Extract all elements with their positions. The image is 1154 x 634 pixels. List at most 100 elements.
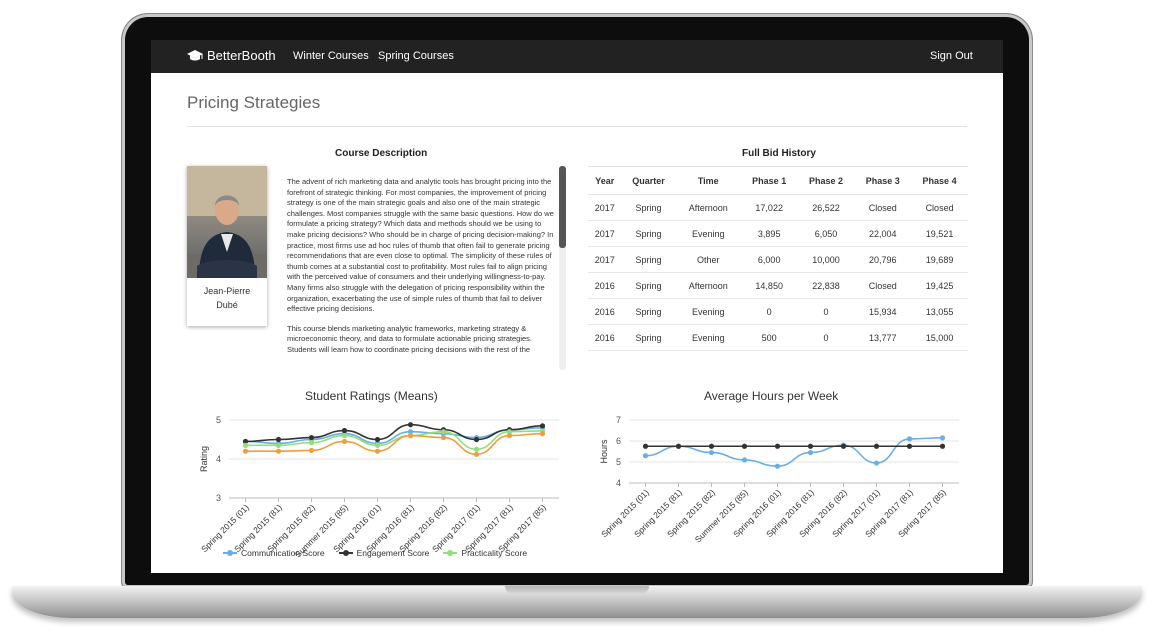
data-point — [906, 443, 913, 449]
description-scrollbar[interactable] — [559, 166, 566, 370]
y-tick-label: 6 — [616, 436, 621, 446]
data-point — [506, 433, 513, 439]
data-point — [807, 449, 814, 456]
table-cell: Spring — [621, 246, 676, 273]
table-row: 2017 Spring Afternoon 17,022 26,522 Clos… — [588, 194, 968, 221]
instructor-photo — [187, 166, 267, 278]
instructor-card[interactable]: Jean-Pierre Dubé — [187, 166, 267, 326]
header-phase-4: Phase 4 — [911, 166, 968, 195]
page-title: Pricing Strategies — [187, 93, 321, 112]
y-tick-label: 4 — [216, 454, 221, 464]
data-point — [407, 433, 414, 439]
table-cell: 2017 — [588, 246, 622, 273]
nav-spring-courses[interactable]: Spring Courses — [378, 50, 454, 62]
table-cell: Closed — [911, 194, 968, 221]
data-point — [341, 433, 348, 439]
table-cell: 17,022 — [740, 194, 798, 221]
table-cell: Closed — [854, 194, 912, 221]
table-cell: Afternoon — [675, 194, 741, 221]
data-point — [873, 443, 880, 449]
data-point — [341, 427, 348, 434]
table-cell: 2016 — [588, 272, 622, 299]
legend-label-engagement: Engagement Score — [356, 548, 430, 558]
table-cell: 6,050 — [797, 220, 855, 247]
data-point — [440, 434, 447, 441]
instructor-last-name: Dubé — [216, 300, 238, 310]
data-point — [939, 435, 946, 441]
legend-item-practicality[interactable]: Practicality Score — [443, 548, 527, 558]
description-paragraph-1: The advent of rich marketing data and an… — [287, 177, 554, 314]
table-cell: 20,796 — [854, 246, 912, 273]
laptop-screen: BetterBooth Winter Courses Spring Course… — [151, 40, 1003, 573]
y-tick-label: 7 — [616, 415, 621, 425]
header-phase-1: Phase 1 — [740, 166, 798, 195]
laptop-notch — [505, 586, 649, 594]
table-cell: 2016 — [588, 298, 622, 325]
data-point — [741, 457, 748, 463]
table-cell: 22,838 — [797, 272, 855, 299]
description-paragraph-2: This course blends marketing analytic fr… — [287, 323, 532, 354]
data-point — [708, 449, 715, 456]
data-point — [807, 443, 814, 449]
data-point — [275, 448, 282, 454]
table-cell: Evening — [675, 220, 741, 247]
data-point — [473, 451, 480, 457]
data-point — [539, 431, 546, 437]
legend-item-communication[interactable]: Communication Score — [223, 548, 325, 558]
legend-dot — [227, 550, 233, 556]
y-tick-label: 3 — [216, 493, 221, 503]
data-point — [774, 463, 781, 469]
header-time: Time — [675, 166, 741, 195]
data-point — [440, 429, 447, 435]
table-cell: 26,522 — [797, 194, 855, 221]
table-cell: 15,934 — [854, 298, 912, 325]
table-cell: Evening — [675, 324, 741, 351]
table-cell: Closed — [854, 272, 912, 299]
table-cell: 500 — [740, 324, 798, 351]
table-cell: 2017 — [588, 220, 622, 247]
data-point — [242, 448, 249, 454]
data-point — [308, 447, 315, 454]
data-point — [873, 460, 880, 466]
table-cell: 15,000 — [911, 324, 968, 351]
y-tick-label: 5 — [616, 457, 621, 467]
table-cell: 3,895 — [740, 220, 798, 247]
sign-out-link[interactable]: Sign Out — [930, 50, 973, 62]
course-description-text[interactable]: The advent of rich marketing data and an… — [287, 177, 555, 369]
title-divider — [187, 126, 967, 127]
data-point — [473, 446, 480, 452]
table-cell: 19,425 — [911, 272, 968, 299]
table-cell: Other — [675, 246, 741, 273]
table-cell: 13,055 — [911, 298, 968, 325]
legend-item-engagement[interactable]: Engagement Score — [338, 548, 430, 558]
legend-swatch-communication — [223, 549, 237, 557]
data-point — [374, 448, 381, 454]
brand-link[interactable]: BetterBooth — [187, 48, 276, 63]
ratings-legend: Communication Score Engagement Score Pra… — [223, 548, 527, 558]
header-phase-2: Phase 2 — [797, 166, 855, 195]
series-line — [645, 437, 943, 468]
table-cell: 14,850 — [740, 272, 798, 299]
nav-winter-courses[interactable]: Winter Courses — [293, 50, 369, 62]
series-line — [245, 432, 543, 456]
table-cell: Afternoon — [675, 272, 741, 299]
bid-history-heading: Full Bid History — [742, 148, 816, 159]
data-point — [242, 438, 249, 445]
table-cell: 0 — [740, 298, 798, 325]
data-point — [642, 443, 649, 449]
series-line — [245, 430, 543, 451]
bid-history-table: Year Quarter Time Phase 1 Phase 2 Phase … — [588, 166, 968, 351]
data-point — [642, 453, 649, 459]
instructor-first-name: Jean-Pierre — [203, 286, 251, 296]
table-cell: Spring — [621, 220, 676, 247]
table-cell: Spring — [621, 272, 676, 299]
header-year: Year — [588, 166, 622, 195]
table-cell: Evening — [675, 298, 741, 325]
legend-swatch-practicality — [443, 549, 458, 557]
scrollbar-thumb[interactable] — [559, 166, 566, 248]
data-point — [275, 436, 282, 443]
data-point — [675, 443, 682, 449]
